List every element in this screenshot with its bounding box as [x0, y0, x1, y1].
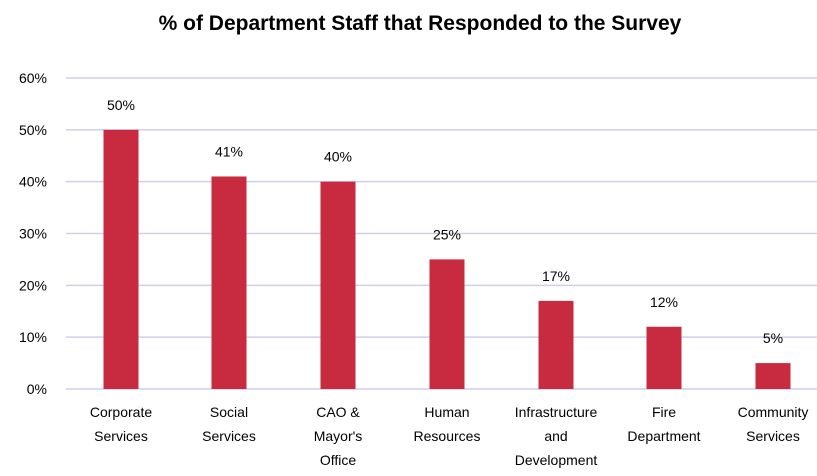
bar	[429, 259, 465, 389]
bar	[646, 326, 682, 389]
x-category-label: Department	[627, 428, 700, 444]
bar-data-label: 25%	[433, 226, 461, 242]
bar	[211, 176, 247, 389]
bar-data-label: 17%	[542, 268, 570, 284]
bar	[538, 300, 574, 389]
x-category-label: Corporate	[90, 404, 152, 420]
data-labels: 50% 41% 40% 25% 17% 12% 5%	[107, 97, 783, 346]
x-category-label: Mayor's	[314, 428, 363, 444]
x-category-label: Development	[515, 452, 598, 468]
x-category-label: CAO &	[316, 404, 360, 420]
category-labels: Corporate Services Social Services CAO & Mayo…	[90, 404, 809, 468]
y-tick-label: 20%	[19, 277, 47, 293]
bar	[103, 129, 139, 390]
bar-data-label: 40%	[324, 149, 352, 165]
bar	[755, 363, 791, 389]
bar-data-label: 41%	[215, 143, 243, 159]
x-category-label: Services	[94, 428, 148, 444]
x-category-label: Resources	[414, 428, 481, 444]
x-category-label: Fire	[652, 404, 676, 420]
bar-data-label: 50%	[107, 97, 135, 113]
x-category-label: Services	[202, 428, 256, 444]
y-tick-label: 60%	[19, 70, 47, 86]
x-category-label: and	[544, 428, 567, 444]
x-category-label: Social	[210, 404, 248, 420]
y-tick-label: 10%	[19, 329, 47, 345]
bar-data-label: 5%	[763, 330, 783, 346]
y-tick-label: 40%	[19, 174, 47, 190]
x-category-label: Human	[424, 404, 469, 420]
y-tick-label: 30%	[19, 226, 47, 242]
y-tick-label: 0%	[27, 381, 47, 397]
x-category-label: Services	[746, 428, 800, 444]
chart-title: % of Department Staff that Responded to …	[159, 12, 682, 35]
y-tick-label: 50%	[19, 122, 47, 138]
x-category-label: Infrastructure	[515, 404, 598, 420]
bars	[103, 129, 791, 390]
bar-data-label: 12%	[650, 294, 678, 310]
x-category-label: Office	[320, 452, 357, 468]
x-category-label: Community	[738, 404, 809, 420]
bar	[320, 181, 356, 389]
y-axis-labels: 0% 10% 20% 30% 40% 50% 60%	[19, 70, 47, 397]
